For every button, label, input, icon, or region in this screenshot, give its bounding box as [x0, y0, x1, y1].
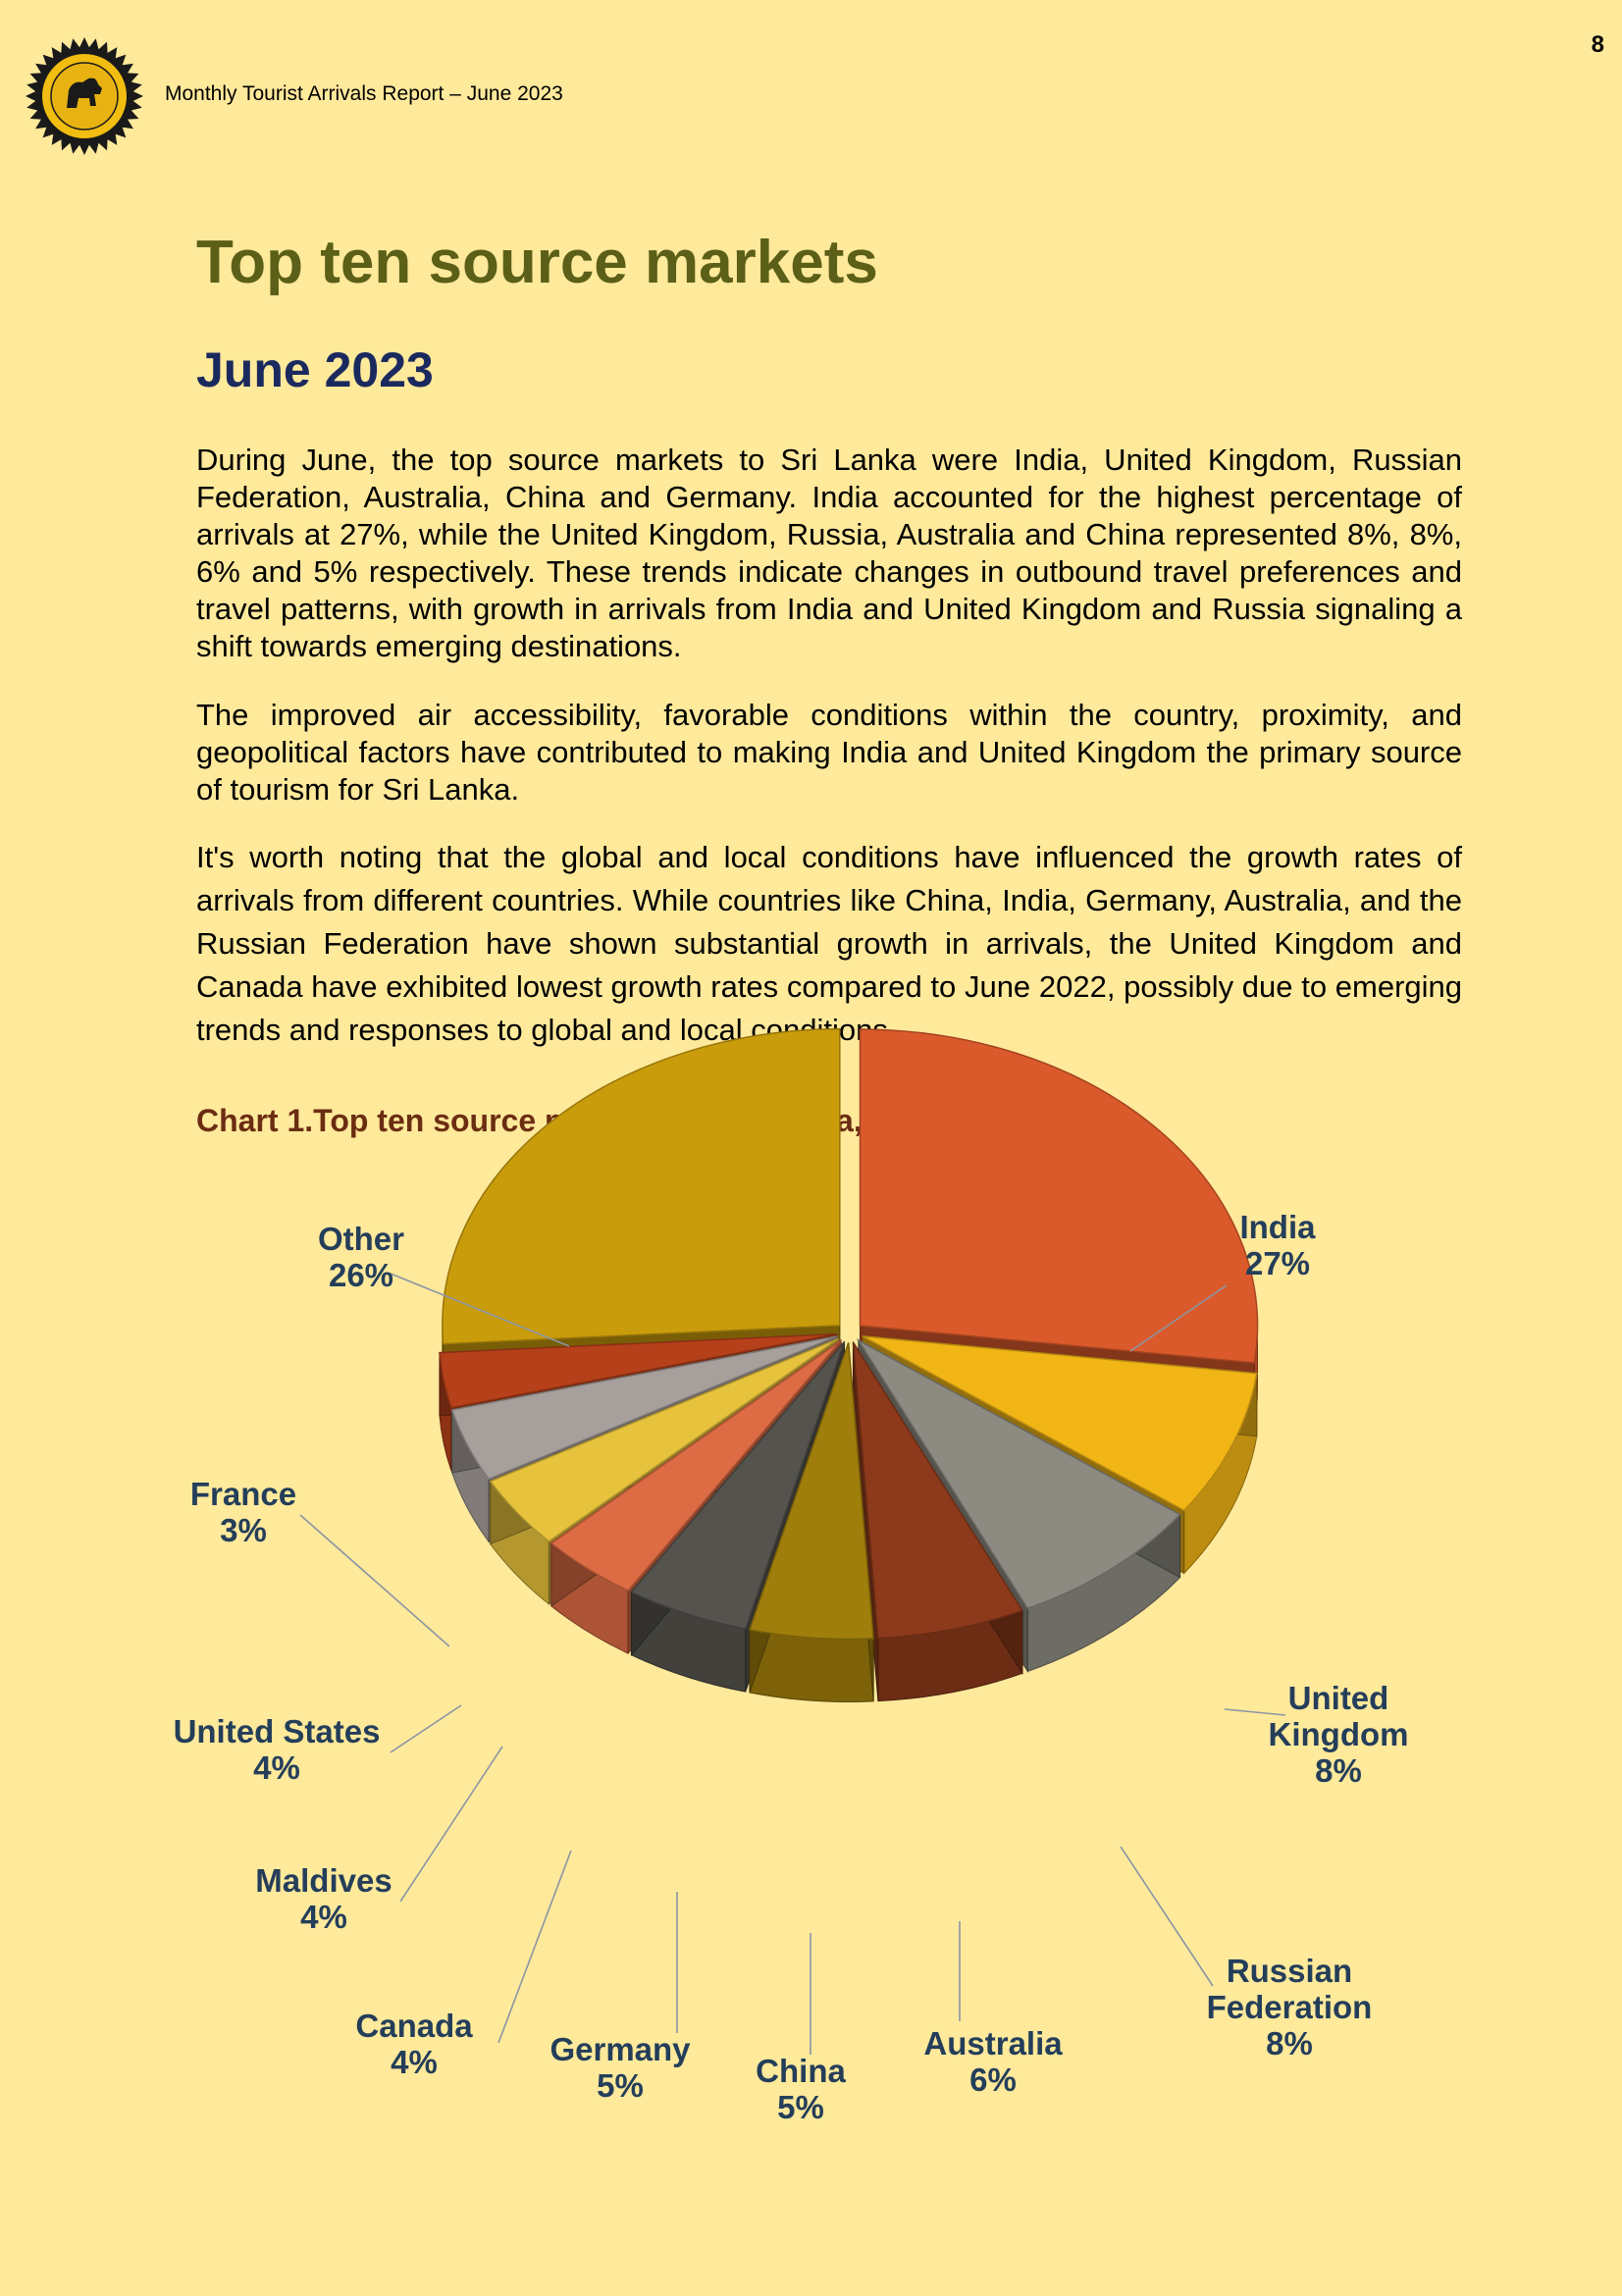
body-paragraph-1: During June, the top source markets to S… [196, 443, 1462, 663]
pie-slice-germany [630, 1341, 846, 1631]
pie-slice-canada [549, 1339, 842, 1592]
data-label-china: China 5% [756, 2053, 846, 2125]
leader-line-canada [497, 1850, 572, 2044]
leader-line-united-kingdom [1224, 1708, 1286, 1716]
pie-slice-india [859, 1028, 1259, 1364]
sri-lanka-tourism-emblem-icon [26, 37, 143, 155]
report-title: Monthly Tourist Arrivals Report – June 2… [165, 82, 563, 105]
data-label-india: India 27% [1239, 1209, 1316, 1281]
data-label-germany: Germany 5% [549, 2031, 691, 2104]
pie-slice-united-kingdom [862, 1335, 1258, 1512]
pie-slice-australia [852, 1341, 1024, 1640]
pie-slice-other [442, 1028, 841, 1345]
pie-slice-maldives [489, 1337, 840, 1542]
page-title: Top ten source markets [196, 229, 878, 296]
leader-line-france [299, 1514, 450, 1647]
data-label-united-kingdom: United Kingdom 8% [1269, 1680, 1409, 1789]
data-label-france: France 3% [190, 1476, 296, 1548]
data-label-russian-federation: Russian Federation 8% [1207, 1953, 1373, 2061]
body-paragraph-3: It's worth noting that the global and lo… [196, 840, 1462, 1047]
data-label-canada: Canada 4% [355, 2008, 473, 2080]
data-label-united-states: United States 4% [174, 1713, 381, 1786]
body-paragraph-2: The improved air accessibility, favorabl… [196, 698, 1462, 807]
data-label-australia: Australia 6% [923, 2025, 1063, 2098]
data-label-other: Other 26% [318, 1221, 404, 1293]
page-subtitle: June 2023 [196, 342, 434, 397]
page-number: 8 [1591, 31, 1604, 58]
pie-slice-united-states [450, 1335, 838, 1481]
data-label-maldives: Maldives 4% [255, 1862, 392, 1935]
pie-slice-russian-federation [856, 1338, 1181, 1610]
pie-slice-china [748, 1342, 874, 1641]
leader-line-maldives [399, 1746, 503, 1903]
pie-side-china [749, 1629, 874, 1702]
leader-line-russian-federation [1120, 1846, 1214, 1987]
leader-line-united-states [390, 1704, 462, 1753]
pie-slice-france [439, 1332, 837, 1409]
leader-line-other [390, 1273, 570, 1347]
leader-line-india [1129, 1284, 1228, 1352]
